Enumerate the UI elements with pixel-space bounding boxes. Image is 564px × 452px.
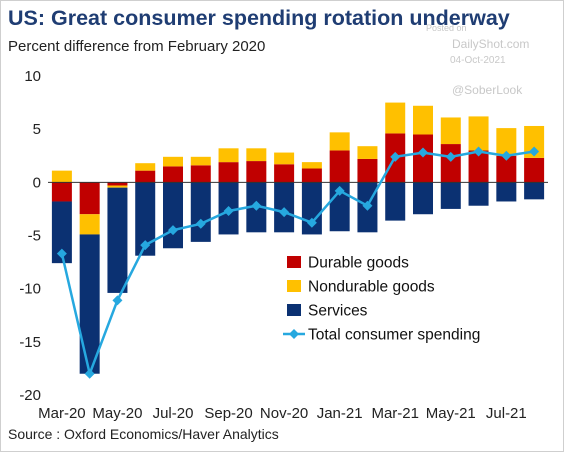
bar-nondurable-goods xyxy=(440,117,461,145)
total-spending-marker xyxy=(445,151,456,162)
x-tick-label: Jul-20 xyxy=(153,405,194,422)
watermark-site: DailyShot.com xyxy=(452,37,530,51)
legend-label: Total consumer spending xyxy=(308,327,480,344)
bar-durable-goods xyxy=(524,157,545,183)
legend-label: Durable goods xyxy=(308,255,409,272)
bar-nondurable-goods xyxy=(496,128,517,156)
total-spending-marker xyxy=(112,295,123,306)
total-spending-marker xyxy=(362,200,373,211)
bar-nondurable-goods xyxy=(468,116,489,151)
bar-services xyxy=(468,182,489,206)
bar-services xyxy=(413,182,433,215)
bar-nondurable-goods xyxy=(107,185,128,188)
x-tick-label: Mar-21 xyxy=(371,405,419,422)
y-tick-label: -10 xyxy=(19,281,41,298)
bar-nondurable-goods xyxy=(218,148,239,163)
y-tick-label: -5 xyxy=(28,228,41,245)
total-spending-marker xyxy=(279,207,290,218)
legend-label: Nondurable goods xyxy=(308,279,435,296)
x-tick-label: May-20 xyxy=(92,405,142,422)
bar-services xyxy=(79,234,100,374)
bar-durable-goods xyxy=(274,164,295,183)
chart-subtitle: Percent difference from February 2020 xyxy=(8,38,266,55)
bar-nondurable-goods xyxy=(190,156,211,166)
y-tick-label: -20 xyxy=(19,387,41,404)
bar-nondurable-goods xyxy=(274,152,295,165)
total-spending-marker xyxy=(473,146,484,157)
bar-services xyxy=(524,182,545,200)
bar-nondurable-goods xyxy=(79,214,100,235)
bar-durable-goods xyxy=(246,161,267,183)
y-tick-label: -15 xyxy=(19,334,41,351)
bar-nondurable-goods xyxy=(301,162,322,169)
x-tick-label: Mar-20 xyxy=(38,405,86,422)
bar-durable-goods xyxy=(413,134,433,183)
total-spending-marker xyxy=(390,151,401,162)
bar-durable-goods xyxy=(51,182,72,202)
bar-durable-goods xyxy=(107,182,128,186)
total-spending-marker xyxy=(334,185,345,196)
total-spending-marker xyxy=(195,218,206,229)
legend-swatch xyxy=(287,280,301,292)
x-tick-label: Nov-20 xyxy=(260,405,308,422)
bar-nondurable-goods xyxy=(329,132,350,151)
source-note: Source : Oxford Economics/Haver Analytic… xyxy=(8,426,279,442)
bar-durable-goods xyxy=(135,170,156,183)
bar-services xyxy=(190,182,211,242)
total-spending-marker xyxy=(501,150,512,161)
total-spending-marker xyxy=(223,206,234,217)
bar-services xyxy=(496,182,517,202)
total-spending-marker xyxy=(56,248,67,259)
bar-services xyxy=(440,182,461,209)
bar-nondurable-goods xyxy=(246,148,267,162)
total-spending-line xyxy=(60,150,535,378)
legend-marker xyxy=(289,329,299,339)
watermark-handle: @SoberLook xyxy=(452,83,523,97)
bar-services xyxy=(51,201,72,264)
y-tick-label: 10 xyxy=(24,68,41,85)
bar-durable-goods xyxy=(468,150,489,183)
bar-durable-goods xyxy=(301,168,322,183)
bar-services xyxy=(163,182,183,249)
bar-nondurable-goods xyxy=(413,105,433,135)
total-spending-marker xyxy=(418,147,428,158)
chart-title: US: Great consumer spending rotation und… xyxy=(8,6,510,30)
bar-nondurable-goods xyxy=(163,156,183,167)
bar-durable-goods xyxy=(163,166,183,183)
bar-services xyxy=(107,187,128,293)
bar-nondurable-goods xyxy=(51,170,72,183)
legend-label: Services xyxy=(308,303,368,320)
bar-durable-goods xyxy=(440,144,461,183)
bar-nondurable-goods xyxy=(135,163,156,171)
total-spending-marker xyxy=(84,368,95,379)
total-spending-marker xyxy=(306,217,317,228)
x-tick-label: Sep-20 xyxy=(204,405,252,422)
bar-services xyxy=(135,182,156,256)
x-tick-label: May-21 xyxy=(426,405,476,422)
legend-swatch xyxy=(287,256,301,268)
total-spending-marker xyxy=(168,225,178,236)
bar-durable-goods xyxy=(79,182,100,215)
bar-nondurable-goods xyxy=(357,146,378,159)
bar-durable-goods xyxy=(329,150,350,183)
bar-durable-goods xyxy=(218,162,239,183)
bar-services xyxy=(385,182,406,221)
watermark-posted-on: Posted on xyxy=(426,23,467,33)
legend-swatch xyxy=(287,304,301,316)
bar-durable-goods xyxy=(357,158,378,183)
x-tick-label: Jul-21 xyxy=(486,405,527,422)
bar-nondurable-goods xyxy=(385,102,406,134)
bar-nondurable-goods xyxy=(524,125,545,158)
bar-durable-goods xyxy=(190,165,211,183)
total-spending-marker xyxy=(251,200,262,211)
total-spending-marker xyxy=(140,240,151,251)
x-tick-label: Jan-21 xyxy=(317,405,363,422)
total-spending-marker xyxy=(529,146,540,157)
y-tick-label: 5 xyxy=(33,121,41,138)
bar-durable-goods xyxy=(496,155,517,183)
y-tick-label: 0 xyxy=(33,174,41,191)
watermark-date: 04-Oct-2021 xyxy=(450,55,506,66)
